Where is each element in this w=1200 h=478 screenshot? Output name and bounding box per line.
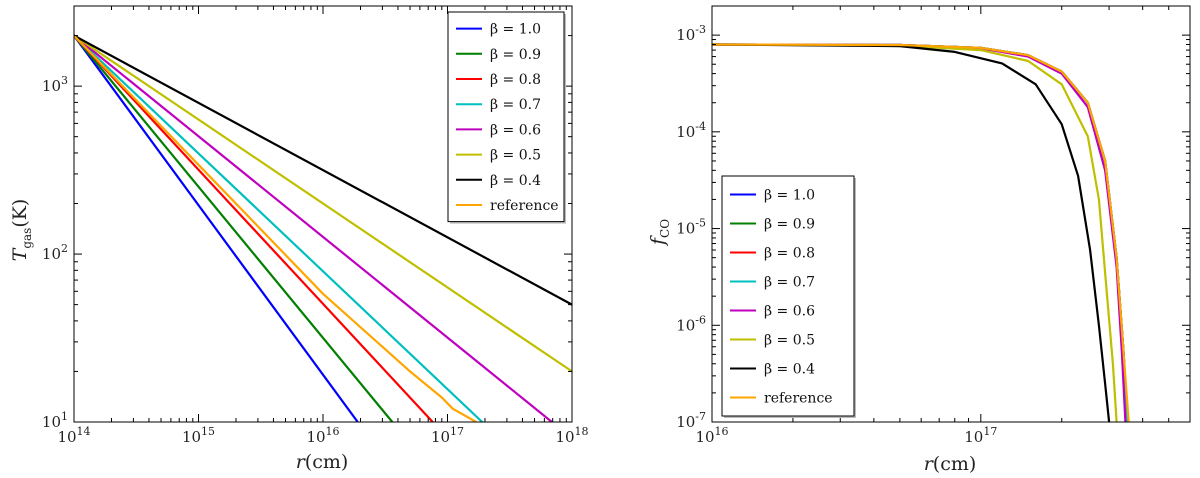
x-tick-label: 1014 [57,425,90,446]
x-tick-label: 1015 [182,425,215,446]
series-line-6 [74,34,572,306]
axis-ticks [711,5,1191,423]
y-tick-label: 10-6 [676,313,706,334]
legend-label: β = 0.4 [490,173,541,189]
tick-labels: 1014 1015 1016 1017 1018 101 102 103 [42,74,589,446]
legend-label: β = 0.9 [764,217,815,233]
x-axis-label: r(cm) [924,453,977,475]
series-lines [712,43,1130,422]
y-axis-label: fCO [647,219,672,247]
legend-label: reference [490,198,559,214]
x-tick-label: 1016 [695,425,728,446]
series-line-7 [74,34,477,422]
plot-frame [711,5,1191,423]
legend-box [721,175,855,417]
legend-label: β = 1.0 [490,22,541,38]
y-tick-label: 102 [42,242,68,263]
legend-label: β = 0.5 [764,333,815,349]
chart-gas-temperature: 1014 1015 1016 1017 1018 101 102 103 r(cm) Tgas… [9,5,589,473]
x-axis-label: r(cm) [296,451,349,473]
y-axis-label: Tgas(K) [9,199,34,262]
legend-label: β = 0.9 [490,47,541,63]
series-line-1 [74,34,394,422]
legend-label: β = 0.5 [490,148,541,164]
legend-label: β = 0.6 [490,122,541,138]
series-line-0 [74,34,359,422]
y-tick-label: 103 [42,74,68,95]
tick-labels: 1016 1017 10-7 10-6 10-5 10-4 10-3 [676,23,997,446]
legend-label: β = 1.0 [764,188,815,204]
legend-label: β = 0.8 [764,246,815,262]
axis-ticks [73,5,573,423]
series-line-2 [74,34,434,422]
legend-box [447,11,565,223]
x-tick-label: 1017 [964,425,997,446]
chart-co-abundance: 1016 1017 10-7 10-6 10-5 10-4 10-3 r(cm) fCO β… [647,5,1191,475]
series-line-5 [74,34,572,373]
series-line-4 [74,34,553,422]
x-tick-label: 1017 [431,425,464,446]
legend-label: β = 0.8 [490,72,541,88]
y-tick-label: 10-4 [676,120,706,141]
y-tick-label: 10-5 [676,217,706,238]
series-lines [74,34,572,422]
x-tick-label: 1016 [306,425,339,446]
legend-label: β = 0.4 [764,362,815,378]
legend-label: β = 0.6 [764,304,815,320]
legend: β = 1.0 β = 0.9 β = 0.8 β = 0.7 β = 0.6 β = 0… [447,11,566,224]
y-tick-label: 10-7 [676,410,706,431]
legend: β = 1.0 β = 0.9 β = 0.8 β = 0.7 β = 0.6 β = 0… [721,175,856,418]
series-line-7 [712,43,1130,422]
x-tick-label: 1018 [555,425,588,446]
legend-label: reference [764,391,833,407]
series-line-3 [74,34,483,422]
legend-label: β = 0.7 [490,97,541,113]
series-line-5 [712,43,1118,422]
legend-label: β = 0.7 [764,275,815,291]
y-tick-label: 10-3 [676,23,706,44]
y-tick-label: 101 [42,410,68,431]
series-line-6 [712,43,1111,422]
